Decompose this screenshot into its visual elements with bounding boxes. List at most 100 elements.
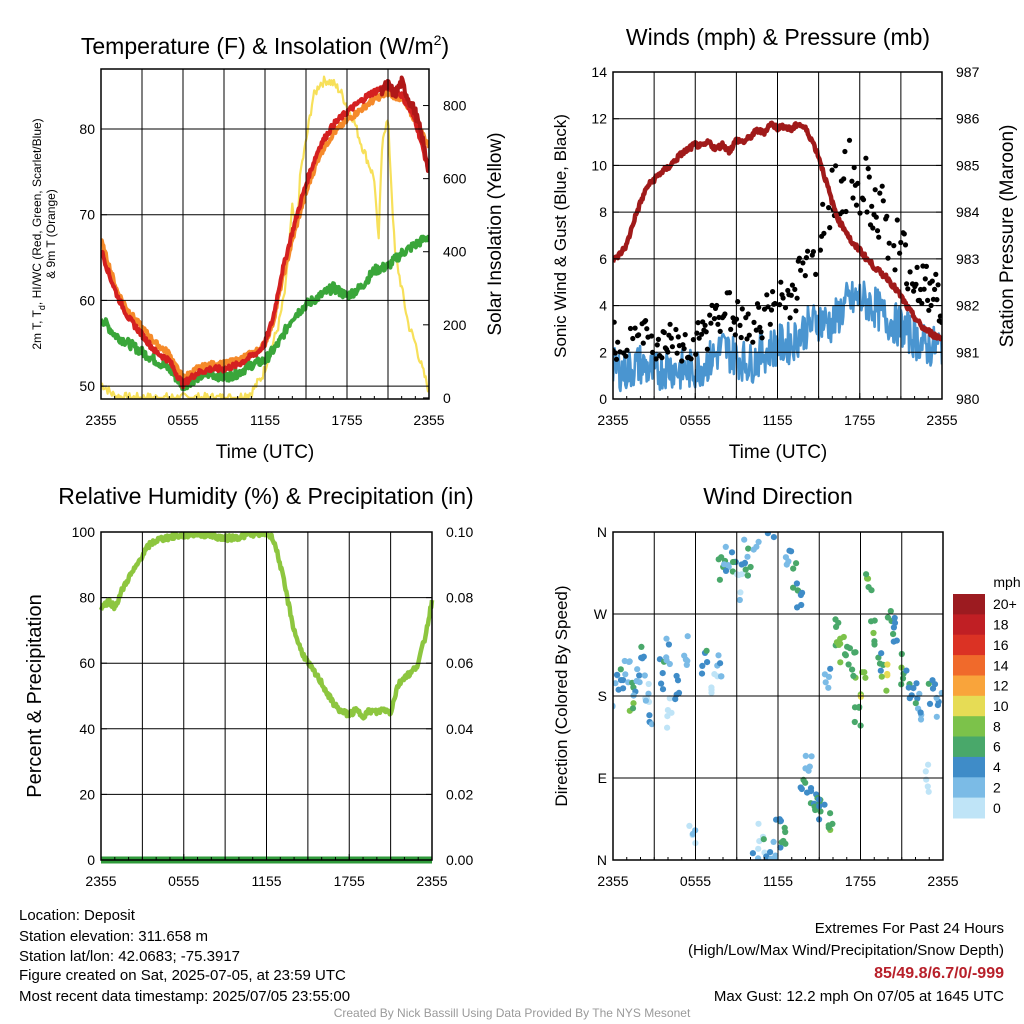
gust-point bbox=[879, 183, 885, 189]
y-tick-label: E bbox=[598, 770, 607, 786]
gust-point bbox=[872, 187, 878, 193]
direction-point bbox=[799, 589, 806, 596]
y-tick-label: 8 bbox=[599, 204, 607, 220]
gust-point bbox=[793, 308, 799, 314]
direction-point bbox=[821, 801, 828, 808]
gust-point bbox=[789, 282, 796, 288]
direction-point bbox=[811, 803, 818, 810]
direction-point bbox=[917, 716, 925, 723]
direction-point bbox=[666, 660, 673, 668]
gust-point bbox=[851, 164, 857, 171]
direction-point bbox=[664, 724, 671, 731]
ylabel-subscript: d bbox=[37, 305, 47, 310]
gust-point bbox=[853, 202, 860, 208]
gust-point bbox=[855, 180, 861, 186]
gust-point bbox=[636, 332, 642, 338]
colorbar-segment bbox=[953, 594, 985, 615]
direction-point bbox=[851, 718, 858, 726]
colorbar-label: 16 bbox=[993, 637, 1009, 653]
gust-point bbox=[798, 267, 804, 273]
gust-point bbox=[715, 321, 721, 327]
direction-point bbox=[926, 700, 934, 708]
gust-point bbox=[923, 263, 930, 269]
gust-point bbox=[880, 198, 886, 204]
colorbar-label: 8 bbox=[993, 718, 1001, 734]
colorbar-label: 14 bbox=[993, 657, 1009, 673]
x-tick-label: 2355 bbox=[85, 873, 116, 889]
gust-point bbox=[820, 201, 826, 207]
gust-point bbox=[778, 279, 784, 285]
title-close: ) bbox=[441, 33, 449, 59]
direction-point bbox=[862, 674, 869, 681]
gust-point bbox=[767, 321, 773, 327]
direction-point bbox=[908, 692, 915, 699]
gust-point bbox=[655, 336, 662, 342]
direction-point bbox=[760, 836, 767, 843]
gust-point bbox=[732, 332, 738, 338]
winds-ylabel: Sonic Wind & Gust (Blue, Black) bbox=[551, 114, 570, 358]
direction-point bbox=[846, 645, 854, 652]
direction-point bbox=[905, 684, 912, 691]
direction-point bbox=[925, 788, 932, 795]
direction-point bbox=[698, 670, 706, 677]
y-tick-label: 12 bbox=[591, 111, 607, 127]
gust-points bbox=[613, 137, 942, 364]
y2-tick-label: 0 bbox=[443, 390, 451, 406]
direction-point bbox=[613, 680, 619, 687]
gust-point bbox=[902, 242, 909, 248]
gust-point bbox=[753, 327, 759, 333]
direction-point bbox=[780, 837, 787, 845]
direction-point bbox=[891, 614, 898, 622]
direction-point bbox=[822, 679, 829, 686]
gust-point bbox=[894, 217, 900, 223]
gust-point bbox=[885, 255, 891, 261]
direction-point bbox=[745, 545, 752, 552]
y-tick-label: 100 bbox=[72, 524, 96, 540]
x-tick-label: 1755 bbox=[844, 412, 875, 428]
gust-point bbox=[821, 230, 827, 236]
direction-point bbox=[744, 553, 751, 560]
y2-tick-label: 0.06 bbox=[446, 655, 473, 671]
colorbar-segment bbox=[953, 736, 985, 758]
gust-point bbox=[935, 282, 941, 288]
x-tick-label: 1755 bbox=[334, 873, 365, 889]
winds-title: Winds (mph) & Pressure (mb) bbox=[626, 24, 930, 50]
direction-point bbox=[786, 547, 793, 554]
gust-point bbox=[722, 311, 728, 317]
direction-point bbox=[704, 659, 711, 666]
direction-point bbox=[878, 650, 885, 657]
gust-point bbox=[787, 315, 793, 321]
direction-point bbox=[728, 549, 736, 556]
y2-tick-label: 200 bbox=[443, 317, 467, 333]
direction-point bbox=[856, 703, 863, 711]
y-tick-label: 0 bbox=[599, 391, 607, 407]
colorbar-title: mph bbox=[993, 574, 1020, 590]
direction-point bbox=[884, 672, 891, 679]
y2-tick-label: 0.04 bbox=[446, 721, 473, 737]
colorbar-label: 20+ bbox=[993, 596, 1017, 612]
insolation-ylabel: Solar Insolation (Yellow) bbox=[485, 132, 506, 335]
y2-tick-label: 985 bbox=[956, 157, 980, 173]
gust-point bbox=[922, 276, 928, 282]
direction-point bbox=[777, 817, 785, 825]
direction-point bbox=[777, 844, 784, 851]
direction-point bbox=[924, 783, 931, 790]
direction-point bbox=[699, 662, 706, 670]
x-tick-label: 1155 bbox=[763, 873, 793, 889]
direction-x-ticks: 2355 0555 1155 1755 2355 bbox=[597, 854, 959, 889]
gust-point bbox=[738, 334, 744, 341]
gust-point bbox=[764, 292, 770, 298]
direction-point bbox=[642, 697, 650, 704]
gust-point bbox=[624, 347, 630, 353]
gust-point bbox=[708, 320, 714, 326]
gust-point bbox=[921, 286, 927, 292]
direction-point bbox=[772, 852, 779, 859]
x-tick-label: 1755 bbox=[331, 412, 362, 428]
direction-point bbox=[630, 700, 637, 707]
direction-point bbox=[686, 822, 693, 830]
humidity-ylabel: Percent & Precipitation bbox=[24, 594, 46, 797]
gust-point bbox=[805, 248, 811, 254]
footer-elevation: Station elevation: 311.658 m bbox=[19, 928, 209, 945]
direction-point bbox=[887, 608, 894, 615]
footer-recent: Most recent data timestamp: 2025/07/05 2… bbox=[19, 988, 351, 1005]
